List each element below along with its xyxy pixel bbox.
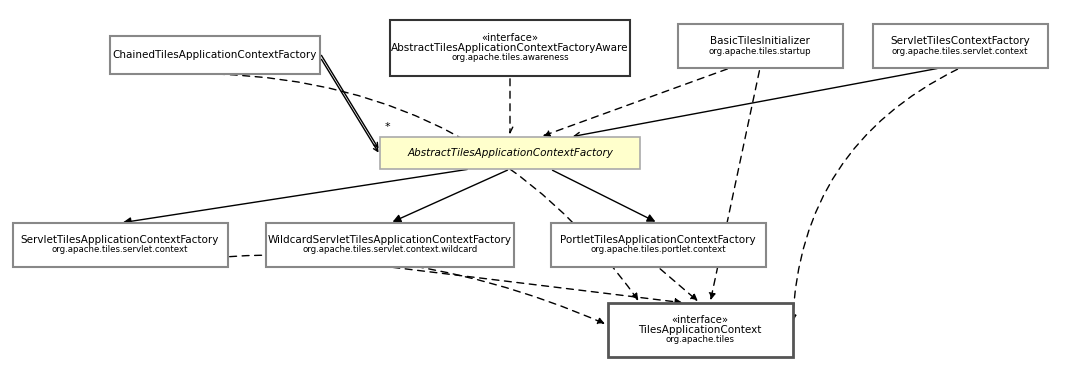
Bar: [390, 20, 630, 76]
Text: org.apache.tiles.servlet.context: org.apache.tiles.servlet.context: [892, 47, 1029, 56]
Text: org.apache.tiles: org.apache.tiles: [665, 335, 734, 345]
Text: «interface»: «interface»: [482, 33, 539, 43]
Text: *: *: [385, 122, 390, 132]
Text: BasicTilesInitializer: BasicTilesInitializer: [711, 36, 809, 46]
Bar: [607, 303, 792, 357]
Bar: [550, 223, 765, 267]
Bar: [379, 137, 640, 169]
Text: ServletTilesContextFactory: ServletTilesContextFactory: [890, 36, 1030, 46]
Bar: [873, 24, 1047, 68]
Text: org.apache.tiles.servlet.context.wildcard: org.apache.tiles.servlet.context.wildcar…: [302, 245, 477, 254]
Text: AbstractTilesApplicationContextFactory: AbstractTilesApplicationContextFactory: [407, 148, 613, 158]
Text: WildcardServletTilesApplicationContextFactory: WildcardServletTilesApplicationContextFa…: [268, 235, 512, 245]
Text: org.apache.tiles.portlet.context: org.apache.tiles.portlet.context: [590, 245, 726, 254]
Text: org.apache.tiles.startup: org.apache.tiles.startup: [708, 47, 812, 56]
Text: «interface»: «interface»: [672, 315, 729, 325]
Text: ChainedTilesApplicationContextFactory: ChainedTilesApplicationContextFactory: [113, 50, 317, 60]
Text: org.apache.tiles.awareness: org.apache.tiles.awareness: [452, 53, 569, 63]
Bar: [110, 36, 320, 74]
Text: ServletTilesApplicationContextFactory: ServletTilesApplicationContextFactory: [20, 235, 219, 245]
Text: PortletTilesApplicationContextFactory: PortletTilesApplicationContextFactory: [560, 235, 756, 245]
Text: TilesApplicationContext: TilesApplicationContext: [639, 325, 762, 335]
Bar: [266, 223, 514, 267]
Text: AbstractTilesApplicationContextFactoryAware: AbstractTilesApplicationContextFactoryAw…: [391, 43, 629, 53]
Bar: [13, 223, 228, 267]
Bar: [677, 24, 843, 68]
Text: org.apache.tiles.servlet.context: org.apache.tiles.servlet.context: [52, 245, 188, 254]
